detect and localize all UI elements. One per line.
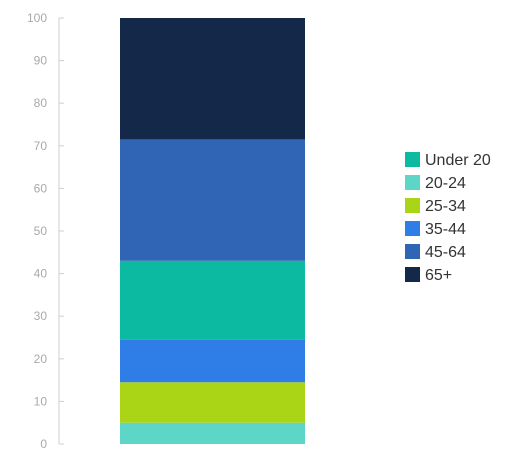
- bar-segment-under-20[interactable]: [120, 260, 305, 340]
- y-tick-label: 100: [27, 11, 47, 25]
- legend-label-20-24: 20-24: [425, 175, 466, 192]
- legend-swatch-45-64: [405, 244, 420, 259]
- bar-segment-35-44[interactable]: [120, 339, 305, 383]
- legend-swatch-under-20: [405, 152, 420, 167]
- y-axis: 0 10 20 30 40 50 60 70 80 90 100: [27, 11, 64, 451]
- legend-label-under-20: Under 20: [425, 152, 491, 169]
- y-tick-label: 60: [34, 181, 48, 195]
- y-tick-label: 70: [34, 139, 48, 153]
- bar-segment-20-24[interactable]: [120, 422, 305, 444]
- bar-segment-45-64[interactable]: [120, 139, 305, 261]
- y-tick-label: 30: [34, 309, 48, 323]
- legend-label-25-34: 25-34: [425, 198, 466, 215]
- bar-segment-65-[interactable]: [120, 18, 305, 140]
- legend-label-35-44: 35-44: [425, 221, 466, 238]
- legend-swatch-35-44: [405, 221, 420, 236]
- legend-label-65-: 65+: [425, 267, 452, 284]
- stacked-bar: [120, 18, 305, 444]
- legend-label-45-64: 45-64: [425, 244, 466, 261]
- y-tick-label: 20: [34, 352, 48, 366]
- bar-segment-25-34[interactable]: [120, 382, 305, 423]
- y-tick-label: 80: [34, 96, 48, 110]
- y-tick-label: 10: [34, 394, 48, 408]
- legend: Under 20 20-24 25-34 35-44 45-64 65+: [405, 152, 491, 284]
- y-tick-label: 0: [40, 437, 47, 451]
- y-tick-label: 90: [34, 54, 48, 68]
- y-tick-label: 50: [34, 224, 48, 238]
- legend-swatch-25-34: [405, 198, 420, 213]
- y-tick-label: 40: [34, 267, 48, 281]
- legend-swatch-20-24: [405, 175, 420, 190]
- legend-swatch-65-: [405, 267, 420, 282]
